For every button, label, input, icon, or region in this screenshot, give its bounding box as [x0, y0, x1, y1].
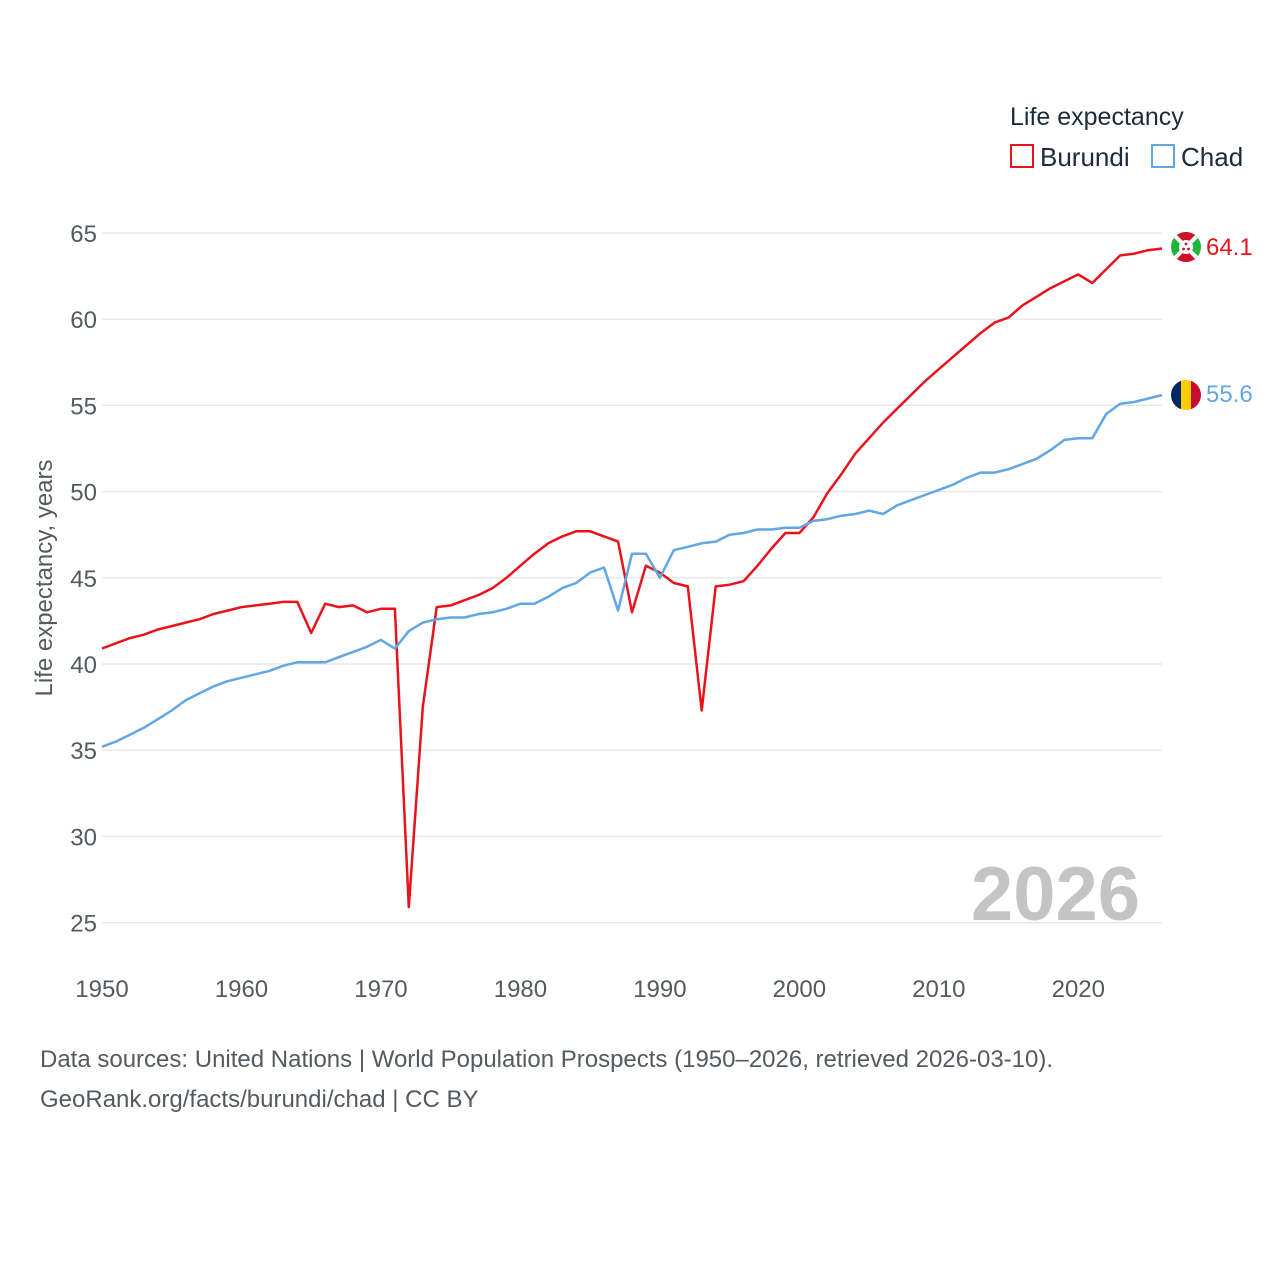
- end-label-burundi: 64.1: [1206, 234, 1253, 261]
- y-tick-label: 35: [70, 738, 97, 765]
- legend-label-burundi: Burundi: [1040, 142, 1130, 172]
- y-tick-label: 65: [70, 221, 97, 248]
- y-tick-label: 45: [70, 566, 97, 593]
- y-axis-ticks: 25 30 35 40 45 50 55 60 65: [70, 221, 97, 938]
- x-tick-label: 1970: [354, 976, 407, 1003]
- source-line-2[interactable]: GeoRank.org/facts/burundi/chad | CC BY: [40, 1086, 479, 1113]
- y-tick-label: 55: [70, 393, 97, 420]
- x-tick-label: 2020: [1052, 976, 1105, 1003]
- legend-label-chad: Chad: [1181, 142, 1243, 172]
- series-line-burundi[interactable]: [101, 247, 1163, 909]
- series-line-chad[interactable]: [101, 393, 1163, 748]
- x-axis-ticks: 1950 1960 1970 1980 1990 2000 2010 2020: [75, 976, 1105, 1003]
- y-tick-label: 50: [70, 480, 97, 507]
- end-label-chad: 55.6: [1206, 381, 1253, 408]
- y-tick-label: 60: [70, 307, 97, 334]
- x-tick-label: 1960: [215, 976, 268, 1003]
- burundi-flag-icon: [1171, 232, 1201, 262]
- y-tick-label: 25: [70, 911, 97, 938]
- y-tick-label: 30: [70, 824, 97, 851]
- x-tick-label: 1980: [494, 976, 547, 1003]
- legend-title: Life expectancy: [1010, 103, 1184, 131]
- chad-flag-icon: [1171, 380, 1201, 410]
- y-axis-label: Life expectancy, years: [31, 459, 58, 696]
- legend-item-chad[interactable]: Chad: [1151, 142, 1243, 172]
- series-lines: [101, 247, 1163, 909]
- source-line-1: Data sources: United Nations | World Pop…: [40, 1046, 1054, 1073]
- legend-item-burundi[interactable]: Burundi: [1010, 142, 1130, 172]
- legend-swatch-burundi: [1010, 144, 1034, 168]
- y-tick-label: 40: [70, 652, 97, 679]
- x-tick-label: 1950: [75, 976, 128, 1003]
- x-tick-label: 2000: [773, 976, 826, 1003]
- source-note: Data sources: United Nations | World Pop…: [40, 1040, 1053, 1120]
- year-watermark: 2026: [971, 852, 1140, 937]
- x-tick-label: 1990: [633, 976, 686, 1003]
- gridlines: [102, 232, 1162, 924]
- x-tick-label: 2010: [912, 976, 965, 1003]
- legend-swatch-chad: [1151, 144, 1175, 168]
